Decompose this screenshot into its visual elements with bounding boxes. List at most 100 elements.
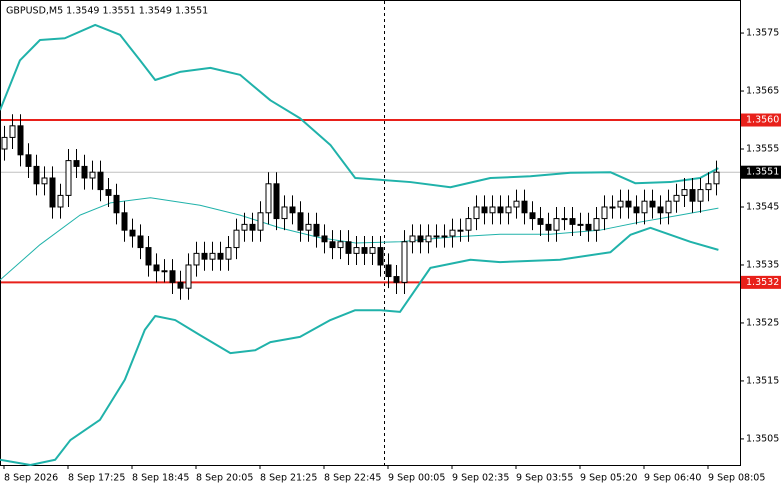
candle-body [201,252,208,260]
candle-body [473,206,480,220]
candle-body [153,264,160,272]
candle-body [449,229,456,237]
band-line [0,226,719,466]
candle-body [689,189,696,202]
candle-body [585,223,592,231]
candle-body [297,212,304,231]
candle-body [337,241,344,249]
candle-body [305,223,312,231]
candle-body [601,206,608,220]
candle-body [625,200,632,208]
x-tick-label: 9 Sep 08:05 [708,473,765,484]
candle-body [545,223,552,231]
candle-body [129,229,136,237]
x-tick-label: 8 Sep 17:25 [68,473,125,484]
candle-body [593,218,600,231]
candle-body [401,241,408,283]
band-line [0,197,719,281]
x-tick-label: 9 Sep 05:20 [580,473,637,484]
x-tick-label: 8 Sep 21:25 [260,473,317,484]
candle-body [489,206,496,214]
candle-body [537,218,544,225]
y-tick-label: 1.3575 [746,28,779,39]
candle-body [65,160,72,196]
candle-body [569,218,576,225]
x-tick-label: 8 Sep 18:45 [132,473,189,484]
candle-body [465,218,472,231]
candle-body [313,223,320,237]
candle-body [713,171,720,185]
candle-body [113,194,120,214]
candle-body [73,160,80,167]
candle-body [273,183,280,220]
candle-body [649,200,656,208]
y-tick-label: 1.3525 [746,317,779,328]
candle-body [137,235,144,249]
x-tick-label: 9 Sep 02:35 [452,473,509,484]
candle-body [249,223,256,231]
candle-body [33,165,40,185]
candle-body [561,218,568,221]
candle-body [409,235,416,243]
candle-body [185,264,192,289]
x-tick-label: 8 Sep 20:05 [196,473,253,484]
candle-body [17,125,24,156]
candle-body [425,235,432,243]
candle-body [633,206,640,214]
candle-body [217,252,224,260]
candle-body [89,171,96,179]
candle-body [377,247,384,266]
candle-body [513,200,520,208]
x-tick-label: 9 Sep 03:55 [516,473,573,484]
y-tick-label: 1.3535 [746,259,779,270]
candle-body [265,183,272,214]
candle-body [433,235,440,238]
candle-body [529,212,536,220]
y-tick-label: 1.3515 [746,375,779,386]
candle-body [289,206,296,214]
candle-body [369,247,376,254]
candle-body [609,206,616,209]
level-label-box [741,113,781,127]
candle-body [681,189,688,196]
candle-body [329,241,336,249]
candle-body [617,200,624,208]
y-tick-label: 1.3545 [746,201,779,212]
candle-body [121,212,128,231]
candle-body [9,125,16,138]
x-tick-label: 9 Sep 00:05 [388,473,445,484]
candle-body [161,270,168,273]
candle-body [257,212,264,231]
candle-body [553,218,560,231]
candle-body [281,206,288,220]
candle-body [697,189,704,202]
x-tick-label: 9 Sep 06:40 [644,473,701,484]
candle-body [641,200,648,214]
candle-body [353,247,360,254]
x-tick-label: 8 Sep 2026 [4,473,58,484]
candle-body [481,206,488,214]
candle-body [41,177,48,185]
candle-body [49,177,56,208]
candle-body [457,229,464,232]
candle-body [105,189,112,196]
candle-body [25,154,32,167]
candle-body [97,171,104,191]
level-label-box [741,275,781,289]
candle-body [441,235,448,238]
x-tick-label: 8 Sep 22:45 [324,473,381,484]
candle-body [241,223,248,231]
candle-body [169,270,176,283]
candle-body [225,247,232,260]
candle-body [705,183,712,191]
level-label: 1.3532 [746,277,779,288]
candle-body [385,264,392,278]
candle-body [361,247,368,254]
candle-body [393,276,400,283]
candle-body [233,229,240,249]
candle-body [81,165,88,179]
candle-body [505,206,512,214]
candle-body [321,235,328,243]
candle-body [177,281,184,289]
